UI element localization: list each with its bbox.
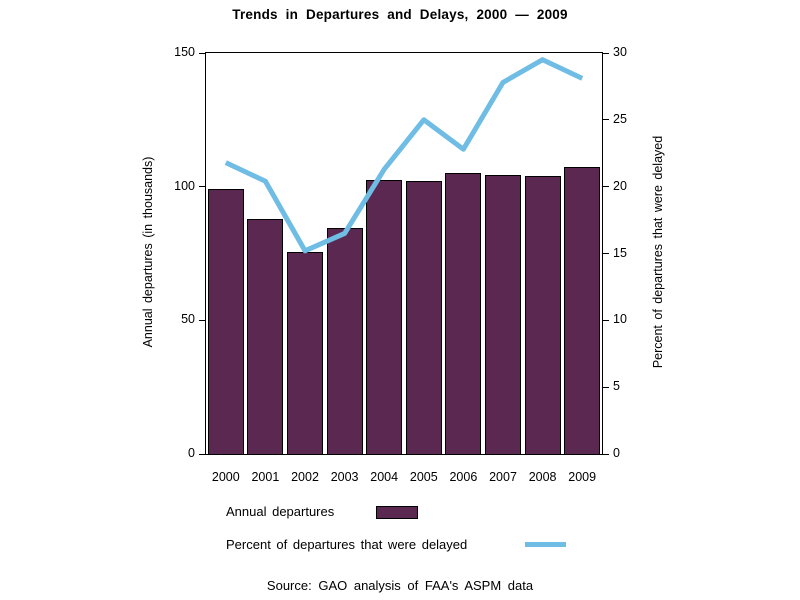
bar-2006 — [445, 173, 482, 454]
bar-2003 — [326, 228, 363, 454]
bar-2004 — [366, 179, 403, 454]
legend-swatch-bar — [376, 506, 418, 519]
plot-area: 0 50 100 150 0 5 10 15 20 25 30 2000 2001 2002 2003 200… — [174, 45, 627, 484]
bar-2002 — [287, 252, 323, 454]
x-tick-label: 2005 — [409, 470, 438, 484]
left-axis-tick — [199, 453, 206, 455]
legend-swatch-line — [525, 542, 566, 547]
right-axis-tick — [602, 52, 609, 54]
x-tick-label: 2002 — [291, 470, 319, 484]
right-axis-tick-label: 0 — [613, 446, 620, 460]
x-tick-label: 2007 — [489, 470, 517, 484]
right-axis-tick — [602, 319, 609, 321]
legend-label-delayed: Percent of departures that were delayed — [226, 537, 468, 552]
right-axis-tick — [602, 253, 609, 254]
right-axis-label: Percent of departures that were delayed — [651, 135, 665, 369]
left-axis-tick — [199, 52, 206, 54]
right-axis-tick-label: 20 — [613, 178, 627, 193]
x-tick-label: 2004 — [370, 470, 399, 484]
bar-2008 — [524, 175, 561, 454]
bar-2001 — [247, 218, 284, 454]
left-axis-tick-label: 50 — [181, 312, 195, 327]
legend-label-departures: Annual departures — [226, 504, 335, 519]
left-axis-tick — [199, 186, 206, 188]
delay-percent-line — [224, 57, 584, 254]
x-tick-label: 2001 — [251, 470, 280, 484]
bar-2005 — [405, 181, 442, 454]
x-tick-label: 2008 — [528, 470, 557, 484]
left-axis-tick-label: 100 — [174, 178, 195, 193]
source-note: Source: GAO analysis of FAA's ASPM data — [266, 578, 534, 593]
chart-title: Trends in Departures and Delays, 2000 — … — [232, 7, 568, 22]
right-axis-tick-label: 10 — [613, 312, 627, 327]
right-axis-tick — [602, 186, 609, 188]
right-axis-tick — [602, 386, 609, 388]
bar-2000 — [207, 189, 244, 454]
right-axis-tick — [602, 453, 609, 455]
left-axis-tick-label: 0 — [188, 446, 195, 460]
x-tick-label: 2003 — [330, 470, 359, 484]
x-tick-label: 2006 — [449, 470, 478, 484]
x-tick-label: 2000 — [211, 470, 240, 484]
right-axis-tick-label: 5 — [613, 379, 620, 394]
bar-2009 — [564, 166, 601, 454]
x-tick-label: 2009 — [568, 470, 597, 484]
right-axis-tick — [602, 119, 609, 121]
right-axis-tick-label: 30 — [613, 45, 627, 59]
left-axis-tick — [199, 319, 206, 321]
left-axis-tick-label: 150 — [174, 45, 195, 59]
right-axis-tick-label: 15 — [613, 245, 627, 260]
right-axis-tick-label: 25 — [613, 111, 627, 126]
bar-2007 — [485, 174, 521, 454]
